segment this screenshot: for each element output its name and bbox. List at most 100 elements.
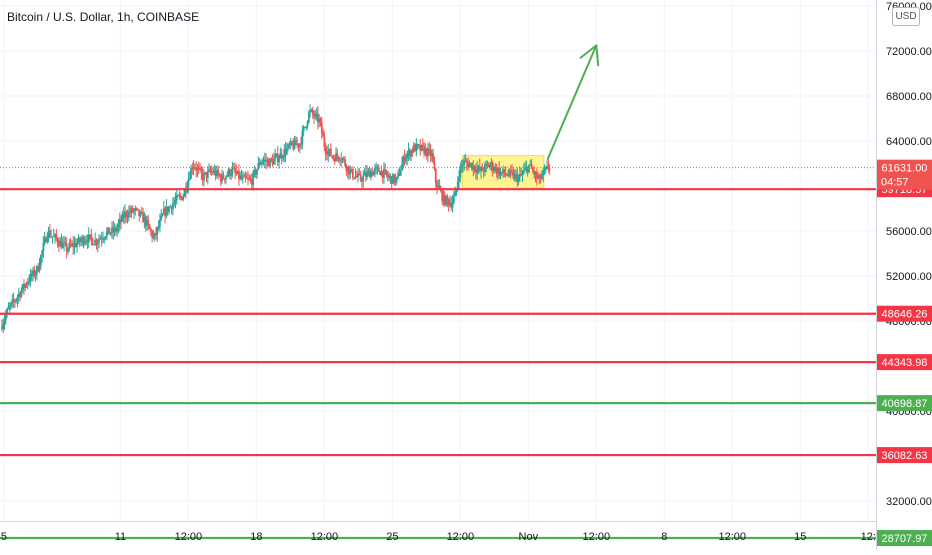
candle-body — [74, 243, 77, 247]
candle-body — [427, 148, 429, 157]
candle-body — [319, 118, 322, 123]
currency-badge[interactable]: USD — [892, 7, 920, 26]
candle-body — [4, 314, 7, 320]
candle-body — [525, 167, 528, 169]
candle-body — [130, 208, 133, 213]
candle-body — [127, 211, 130, 218]
candle-body — [2, 323, 5, 329]
candle-body — [503, 169, 506, 174]
candle-body — [345, 165, 348, 171]
candle-body — [102, 238, 104, 240]
candle-body — [96, 242, 99, 245]
candle-body — [344, 159, 346, 166]
candle-body — [94, 239, 97, 245]
candle-body — [494, 167, 497, 171]
candle-body — [181, 196, 183, 200]
candle-body — [436, 182, 438, 188]
candle-body — [168, 206, 170, 213]
candle-body — [339, 159, 341, 161]
trend-arrow-head — [595, 44, 600, 67]
candle-body — [56, 238, 59, 244]
candle-body — [314, 113, 317, 117]
candle-body — [103, 238, 106, 240]
candle-body — [364, 172, 367, 177]
candle-body — [425, 148, 428, 157]
x-tick-label: 11 — [115, 531, 126, 543]
candle-body — [91, 238, 94, 245]
candle-body — [381, 171, 384, 178]
candle-body — [342, 158, 345, 160]
candle-body — [121, 213, 124, 222]
candle-body — [148, 224, 151, 229]
candle-body — [48, 230, 51, 237]
level-price-label: 28707.97 — [882, 533, 928, 545]
candle-body — [120, 219, 122, 222]
candle-body — [15, 299, 18, 302]
candle-body — [377, 167, 380, 172]
candle-body — [124, 211, 126, 218]
candle-body — [153, 233, 156, 237]
candle-body — [238, 170, 240, 179]
candle-body — [386, 174, 389, 178]
candle-body — [500, 171, 503, 173]
candle-body — [346, 166, 349, 171]
candle-body — [328, 148, 331, 152]
candle-body — [539, 174, 542, 179]
candle-body — [349, 170, 352, 175]
level-layer — [0, 167, 876, 540]
candle-body — [81, 237, 84, 241]
candle-body — [359, 174, 362, 180]
candle-body — [157, 226, 160, 228]
candle-body — [489, 164, 492, 168]
candle-body — [353, 177, 356, 179]
y-tick-label: 52000.00 — [886, 271, 932, 283]
candle-body — [451, 201, 454, 208]
candle-body — [197, 167, 200, 169]
candle-body — [307, 112, 310, 122]
candle-body — [253, 169, 256, 173]
candle-body — [151, 231, 154, 238]
candle-body — [243, 175, 245, 177]
candle-body — [50, 236, 53, 238]
candle-body — [269, 158, 271, 167]
candle-body — [7, 307, 10, 310]
candle-body — [86, 240, 89, 243]
candle-body — [256, 169, 258, 175]
candle-body — [459, 166, 462, 178]
candle-body — [114, 228, 117, 232]
candle-body — [332, 156, 335, 158]
candle-body — [368, 170, 371, 178]
trend-arrow-shaft — [546, 44, 598, 160]
candle-body — [117, 223, 120, 228]
level-price-label: 48646.26 — [882, 309, 928, 321]
candle-body — [11, 299, 14, 303]
candle-body — [432, 153, 435, 163]
candle-body — [450, 203, 453, 208]
candle-body — [350, 168, 353, 171]
x-tick-label: 5 — [1, 531, 7, 543]
candle-body — [261, 161, 264, 163]
candle-body — [221, 174, 223, 182]
candle-body — [166, 206, 169, 213]
candle-body — [17, 293, 20, 297]
candle-body — [42, 243, 45, 251]
candle-body — [274, 155, 277, 159]
candle-body — [521, 173, 524, 175]
candle-body — [68, 243, 71, 250]
candle-body — [122, 213, 125, 218]
candle-body — [125, 211, 128, 217]
candle-body — [288, 144, 291, 146]
candle-body — [234, 168, 236, 172]
candle-body — [280, 153, 283, 159]
candle-body — [38, 266, 41, 272]
candle-body — [320, 122, 323, 134]
candle-body — [64, 242, 67, 244]
candle-body — [73, 243, 76, 248]
candle-body — [24, 284, 27, 288]
candle-body — [12, 299, 15, 302]
candle-body — [337, 156, 340, 160]
x-tick-label: 12:00 — [175, 531, 203, 543]
candle-body — [531, 168, 534, 172]
candle-body — [296, 143, 299, 145]
